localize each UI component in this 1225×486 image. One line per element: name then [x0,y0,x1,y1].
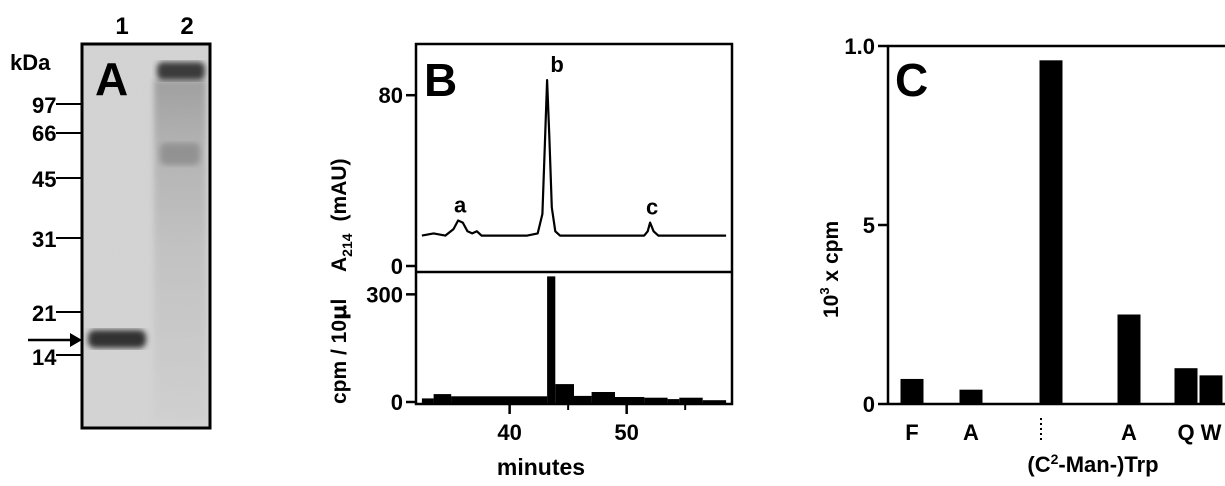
peak-labels: a b c [454,52,658,220]
marker-21: 21 [32,301,56,326]
lane-label-2: 2 [180,13,193,40]
cpm-bin-5 [574,395,592,404]
b-x-tick-40: 40 [497,420,521,445]
a214-axis-title: A214(mAU) [328,158,355,272]
b-top-tick-80: 80 [379,83,403,108]
cpm-bin-4 [555,384,574,404]
marker-31: 31 [32,227,56,252]
c-x-label-0: F [905,420,918,445]
cpm-bin-6 [591,392,615,404]
panel-b-letter: B [424,54,457,106]
b-x-tick-50: 50 [614,420,638,445]
marker-45: 45 [32,167,56,192]
b-bottom-tick-300: 300 [366,282,403,307]
peak-label-b: b [550,52,563,77]
c-x-label-4: Q [1177,420,1194,445]
peak-label-a: a [454,192,467,217]
b-x-axis-title: minutes [497,454,585,480]
c-bar-1 [959,389,983,404]
cpm-bin-9 [667,399,680,404]
gel-image [80,42,212,430]
c-x-label-3: A [1121,420,1137,445]
c-bar-0 [900,378,924,404]
c-bar-2 [1039,60,1063,404]
cpm-histogram [421,276,727,404]
c-y-axis-title: 103 x cpm [817,221,843,318]
a214-trace [421,79,727,237]
c-y-tick-0: 0 [863,392,875,417]
cpm-bin-1 [433,394,452,404]
marker-97: 97 [32,93,56,118]
cpm-bin-0 [421,398,434,404]
c-y-axis-ticks: 051.0 [844,34,888,417]
cpm-axis-title: cpm / 10μl [327,299,351,404]
c-y-tick-2: 1.0 [844,34,875,59]
panel-a-letter: A [95,53,128,105]
marker-14: 14 [32,345,57,370]
marker-66: 66 [32,121,56,146]
lane-1-band [88,330,146,348]
c-y-tick-1: 5 [863,213,875,238]
panel-b: 0 80 0 300 40 50 a b c B A214(mAU) cpm / 10μl… [327,42,734,480]
peak-label-c: c [646,195,658,220]
b-x-axis-ticks: 40 50 [497,404,687,445]
b-bottom-tick-0: 0 [391,390,403,415]
cpm-bin-11 [702,400,727,404]
cpm-bin-10 [679,397,703,404]
cpm-bin-3 [547,276,556,404]
b-top-tick-0: 0 [391,254,403,279]
lane-2-smear [154,80,206,420]
c-group-label: (C2-Man-)Trp [1027,451,1158,477]
b-plot-frame [414,42,734,406]
c-bar-4 [1174,368,1198,404]
c-x-label-5: W [1201,420,1222,445]
panel-c-letter: C [895,54,928,106]
c-bars [900,60,1223,404]
cpm-bin-8 [644,397,668,404]
band-arrow-icon [28,333,82,347]
c-bar-3 [1117,314,1141,404]
lane-2-top-band [157,62,205,80]
c-bar-5 [1199,375,1223,404]
cpm-bin-2 [451,396,548,404]
kda-unit-label: kDa [10,50,51,75]
lane-label-1: 1 [115,13,128,40]
c-x-label-1: A [963,420,979,445]
b-bottom-axis-ticks: 0 300 [366,282,416,415]
cpm-bin-7 [615,397,645,404]
marker-labels: 97 66 45 31 21 14 [32,93,82,370]
b-top-axis-ticks: 0 80 [379,83,416,279]
panel-a: 1 2 kDa A 97 66 45 31 21 14 [10,13,212,430]
